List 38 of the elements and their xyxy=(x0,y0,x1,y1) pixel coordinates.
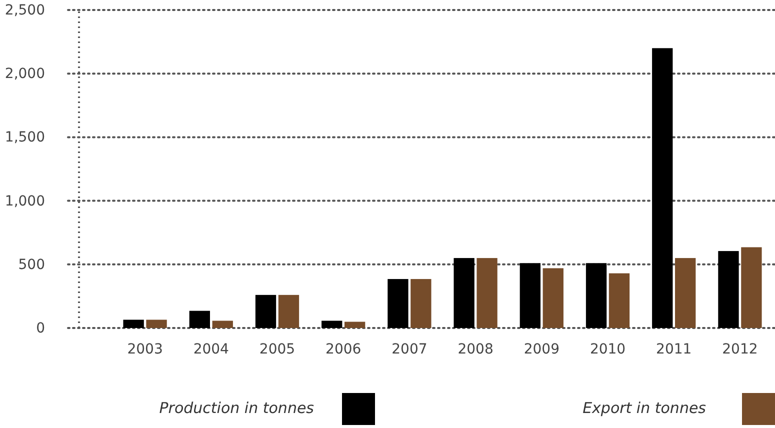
y-tick-label: 1,500 xyxy=(4,130,45,146)
bar xyxy=(388,279,408,328)
x-tick-label: 2005 xyxy=(259,341,296,358)
bar xyxy=(322,320,342,328)
x-tick-label: 2010 xyxy=(590,341,626,358)
legend-label: Export in tonnes xyxy=(582,399,706,417)
bar xyxy=(123,320,144,328)
bar xyxy=(652,48,673,328)
y-tick-label: 500 xyxy=(18,256,45,273)
x-tick-label: 2003 xyxy=(127,341,163,358)
y-tick-label: 2,500 xyxy=(4,2,45,18)
bar xyxy=(255,294,276,328)
bar xyxy=(212,320,233,328)
bar xyxy=(410,279,432,328)
x-tick-label: 2004 xyxy=(193,341,230,358)
x-tick-label: 2012 xyxy=(722,341,758,358)
bar xyxy=(278,294,300,328)
bar xyxy=(189,310,210,328)
bar xyxy=(344,322,366,328)
bar xyxy=(146,320,167,328)
bar xyxy=(586,263,607,328)
y-tick-label: 1,000 xyxy=(4,193,45,210)
bar xyxy=(520,263,541,328)
y-tick-label: 2,000 xyxy=(4,66,45,82)
x-tick-label: 2006 xyxy=(326,341,362,358)
x-tick-label: 2011 xyxy=(656,341,692,358)
bar xyxy=(741,247,762,328)
x-tick-label: 2009 xyxy=(524,341,560,358)
y-tick-label: 0 xyxy=(36,320,45,336)
legend-label: Production in tonnes xyxy=(159,399,314,417)
bar xyxy=(675,258,696,328)
bar xyxy=(542,268,564,328)
bar xyxy=(718,251,739,328)
x-tick-label: 2007 xyxy=(392,341,428,358)
bar xyxy=(454,258,474,328)
bar xyxy=(476,258,498,328)
bar xyxy=(608,273,630,328)
x-tick-label: 2008 xyxy=(458,341,494,358)
